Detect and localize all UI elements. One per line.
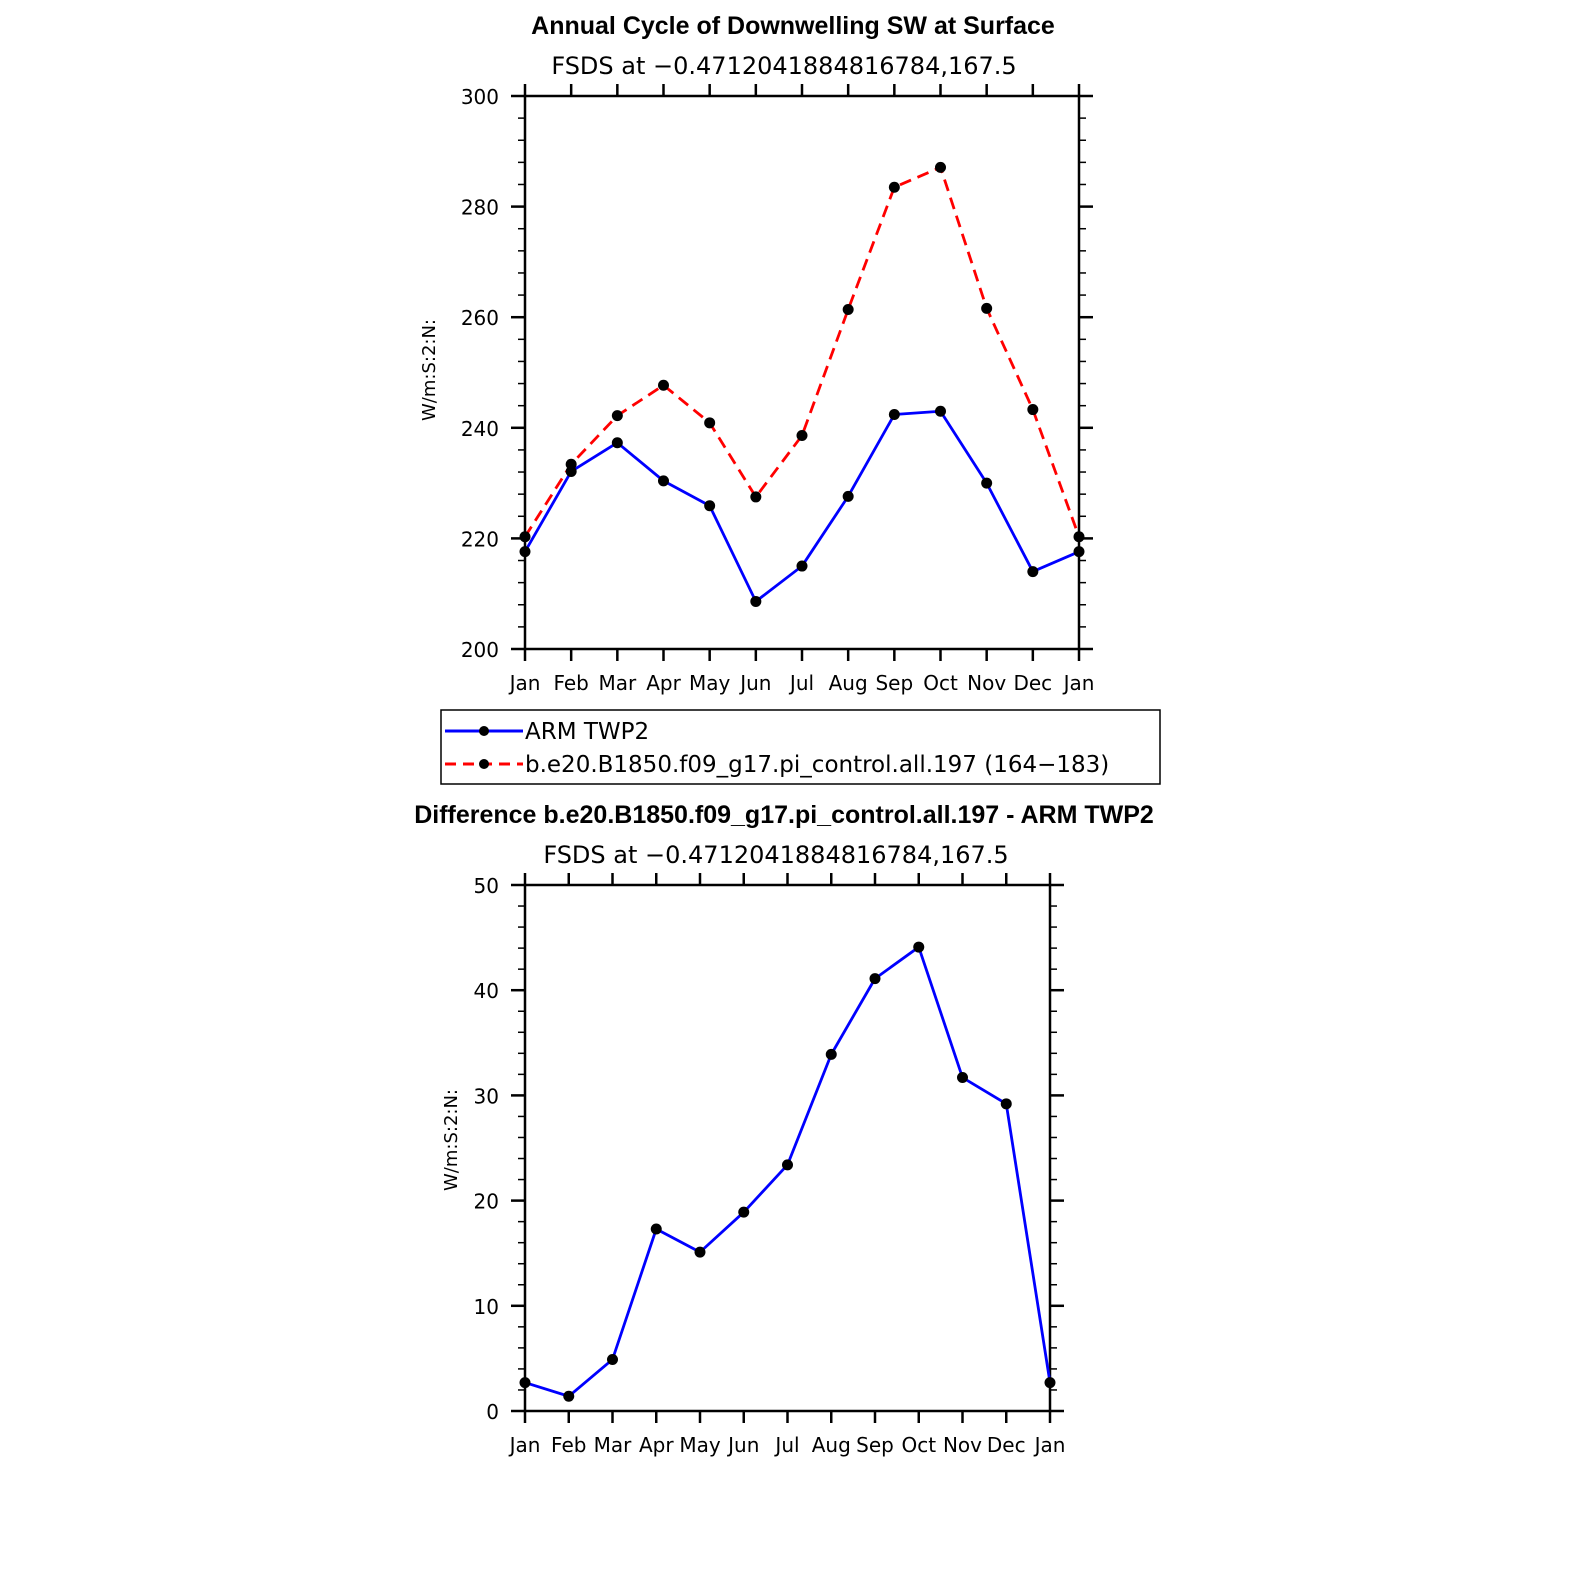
chart2-series-1-line <box>524 945 1052 1398</box>
chart1-x-tick-label: Jul <box>788 671 814 695</box>
chart2-x-tick-label: Aug <box>812 1433 851 1457</box>
chart2-series-1-point <box>869 973 881 985</box>
chart1-x-tick-label: Nov <box>967 671 1006 695</box>
chart2-x-tick-label: Jun <box>726 1433 759 1457</box>
chart2-series-1-point <box>694 1246 706 1258</box>
chart2-y-tick-label: 20 <box>474 1190 499 1214</box>
chart1-y-tick-label: 280 <box>461 196 499 220</box>
chart1-series-1-point <box>611 437 623 449</box>
chart2-series-1-point <box>1044 1377 1056 1389</box>
legend-label-model: b.e20.B1850.f09_g17.pi_control.all.197 (… <box>525 752 1109 778</box>
chart2-x-tick-label: Oct <box>901 1433 936 1457</box>
chart1-series-2-line <box>523 165 1081 538</box>
chart2-x-tick-label: Sep <box>856 1433 894 1457</box>
chart1-x-tick-label: Jun <box>738 671 771 695</box>
chart2-y-tick-label: 40 <box>474 979 499 1003</box>
chart2-y-tick-label: 10 <box>474 1295 499 1319</box>
chart1-y-tick-label: 220 <box>461 527 499 551</box>
legend-box <box>440 709 1161 785</box>
difference-chart: Difference b.e20.B1850.f09_g17.pi_contro… <box>414 801 1154 1457</box>
chart2-x-tick-label: Dec <box>987 1433 1026 1457</box>
chart2-y-tick-label: 30 <box>474 1084 499 1108</box>
chart2-x-tick-label: Feb <box>551 1433 586 1457</box>
chart1-series-2-point <box>935 161 946 173</box>
chart2-series-1-point <box>782 1159 793 1171</box>
chart1-x-tick-label: Aug <box>829 671 868 695</box>
chart1-y-tick-label: 260 <box>461 306 499 330</box>
chart1-series-2-point <box>750 491 762 503</box>
chart2-series-1-point <box>957 1072 968 1084</box>
legend-marker-model <box>479 759 489 769</box>
chart2-x-tick-label: Jan <box>508 1433 541 1457</box>
chart1-series-2-point <box>519 531 531 543</box>
chart1-series-1-point <box>796 560 808 572</box>
chart1-series-2-point <box>1027 404 1039 416</box>
chart1-x-tick-label: Jan <box>1062 671 1095 695</box>
chart2-series-1-point <box>563 1390 575 1402</box>
chart2-y-tick-label: 0 <box>486 1400 499 1424</box>
chart2-series-1-point <box>519 1377 531 1389</box>
chart1-series-1-point <box>1027 566 1039 578</box>
chart1-series-2-point <box>981 302 993 314</box>
chart2-series-1-point <box>1000 1098 1012 1110</box>
chart1-x-tick-label: Jan <box>508 671 541 695</box>
chart1-subtitle: FSDS at −0.4712041884816784,167.5 <box>551 52 1016 80</box>
chart1-x-tick-label: Oct <box>923 671 958 695</box>
chart1-series-2-point <box>658 379 669 391</box>
chart2-plot-frame <box>523 883 1052 1413</box>
chart2-y-tick-label: 50 <box>474 874 499 898</box>
chart2-series-1-point <box>650 1223 662 1235</box>
chart1-x-tick-label: Feb <box>553 671 588 695</box>
chart2-x-tick-label: Mar <box>594 1433 633 1457</box>
chart1-series-1-point <box>750 595 762 607</box>
chart1-series-1-point <box>888 409 900 421</box>
chart1-series-1-point <box>842 490 854 502</box>
annual-cycle-chart: Annual Cycle of Downwelling SW at Surfac… <box>419 12 1094 695</box>
chart1-series-1-point <box>704 500 716 512</box>
chart1-series-2-point <box>796 430 808 442</box>
chart1-series-2-point <box>704 417 716 429</box>
chart1-y-tick-label: 240 <box>461 417 499 441</box>
chart2-series-1-point <box>738 1206 750 1218</box>
chart1-series-2-point <box>888 181 900 193</box>
chart2-x-tick-label: Jan <box>1033 1433 1066 1457</box>
chart1-y-tick-label: 300 <box>461 85 499 109</box>
chart1-series-1-point <box>1073 546 1085 558</box>
legend-marker-arm-twp2 <box>479 726 489 736</box>
chart2-x-tick-label: Nov <box>943 1433 982 1457</box>
chart2-series-1-point <box>607 1353 618 1365</box>
chart2-x-tick-label: Apr <box>639 1433 674 1457</box>
chart1-x-tick-label: May <box>689 671 731 695</box>
chart2-x-tick-label: Jul <box>773 1433 799 1457</box>
chart1-y-tick-label: 200 <box>461 638 499 662</box>
chart1-series-1-point <box>935 405 946 417</box>
chart1-x-tick-label: Mar <box>598 671 637 695</box>
chart1-series-2-point <box>1073 531 1085 543</box>
chart1-x-tick-label: Sep <box>875 671 913 695</box>
chart1-series-1-point <box>981 477 993 489</box>
chart2-x-tick-label: May <box>679 1433 721 1457</box>
chart2-y-axis-label: W/m:S:2:N: <box>441 1089 462 1191</box>
chart1-series-2-point <box>611 410 623 422</box>
legend-label-arm-twp2: ARM TWP2 <box>525 719 649 745</box>
chart1-series-2-point <box>842 303 854 315</box>
chart2-title: Difference b.e20.B1850.f09_g17.pi_contro… <box>414 801 1154 829</box>
chart1-series-2-point <box>565 458 577 470</box>
chart2-series-1-point <box>913 941 925 953</box>
chart1-y-axis-label: W/m:S:2:N: <box>419 319 440 421</box>
chart1-series-1-point <box>519 546 531 558</box>
legend: ARM TWP2 b.e20.B1850.f09_g17.pi_control.… <box>440 709 1161 785</box>
chart2-subtitle: FSDS at −0.4712041884816784,167.5 <box>543 841 1008 869</box>
chart1-title: Annual Cycle of Downwelling SW at Surfac… <box>531 12 1055 40</box>
chart1-series-1-point <box>658 475 669 487</box>
chart2-series-1-point <box>825 1048 837 1060</box>
chart1-x-tick-label: Apr <box>646 671 681 695</box>
chart1-x-tick-label: Dec <box>1013 671 1052 695</box>
